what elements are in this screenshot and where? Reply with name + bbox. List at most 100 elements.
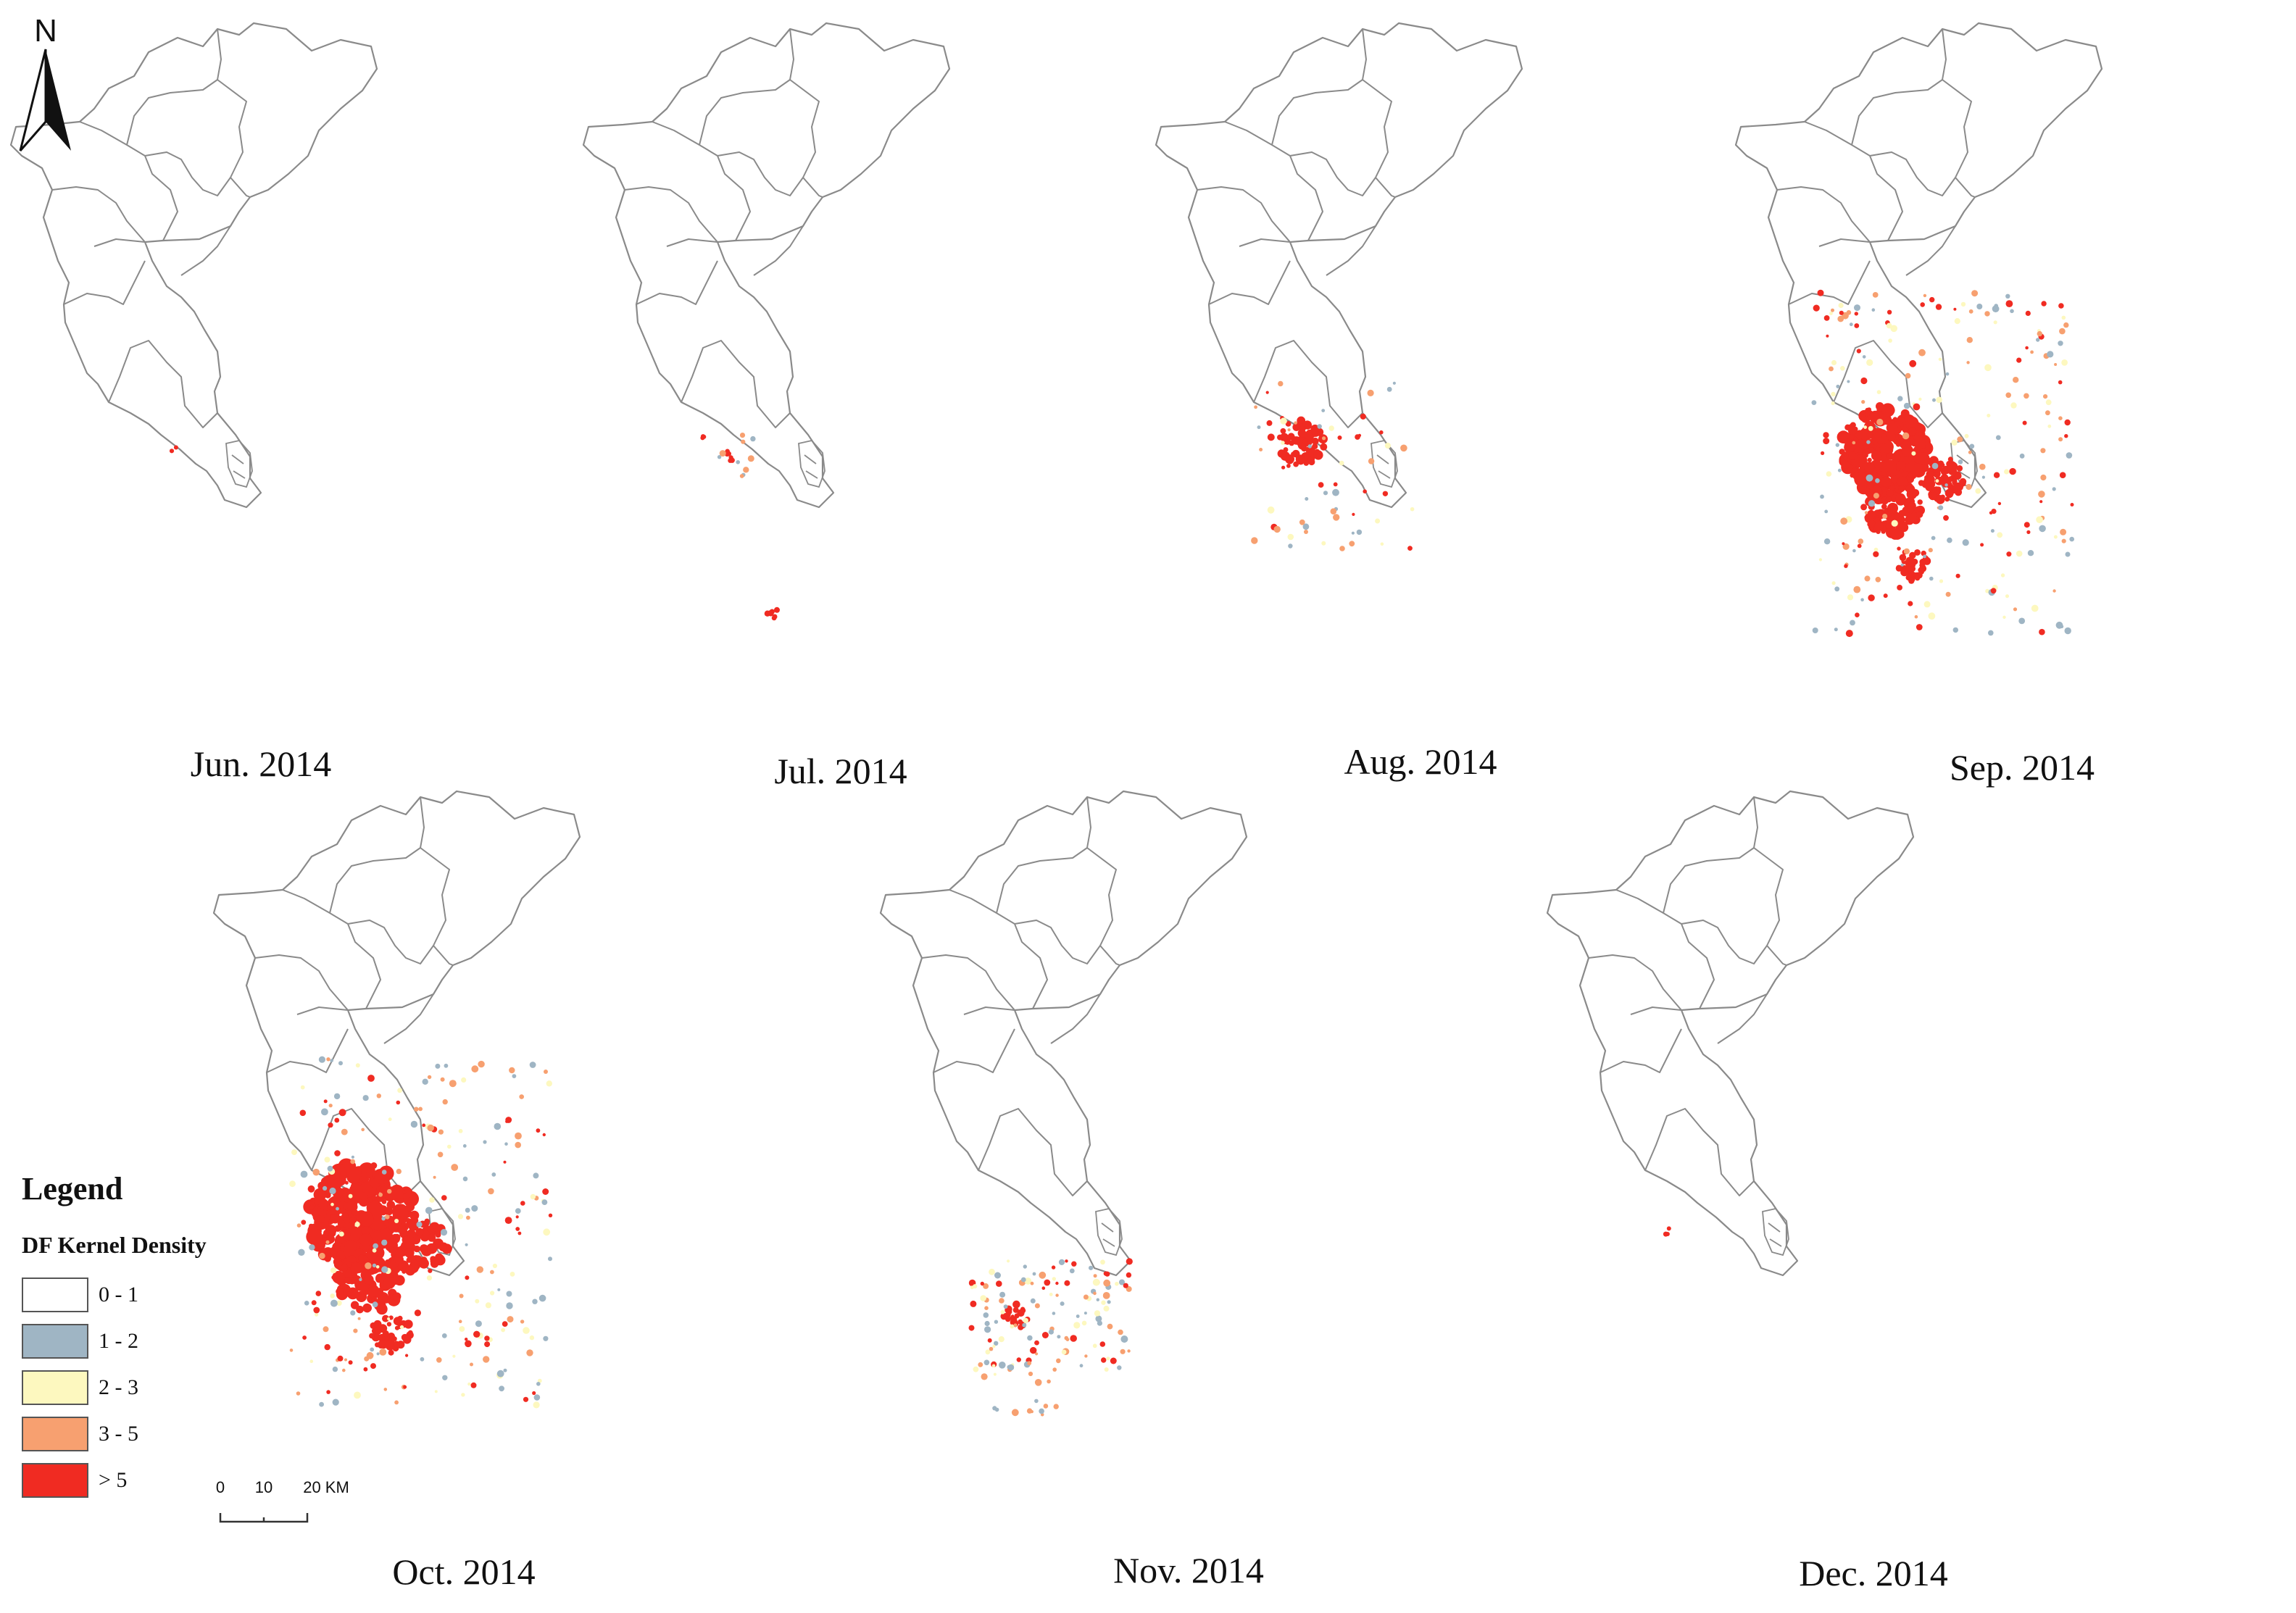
density-point: [330, 1059, 333, 1062]
density-point: [2043, 394, 2048, 399]
density-point: [1027, 1335, 1033, 1341]
density-patch: [1867, 457, 1872, 462]
density-point: [515, 1215, 519, 1219]
density-patch: [1885, 496, 1892, 503]
density-patch: [1959, 478, 1967, 485]
density-patch: [1921, 550, 1926, 557]
density-point: [1821, 451, 1825, 456]
density-point: [2058, 437, 2063, 442]
density-point: [519, 1094, 524, 1099]
density-patch: [404, 1248, 415, 1258]
density-point: [1897, 585, 1902, 591]
density-point: [1987, 414, 1991, 417]
density-point: [403, 1385, 407, 1389]
density-point: [466, 1215, 470, 1220]
density-patch: [1929, 492, 1937, 501]
density-point: [1064, 1280, 1070, 1286]
density-point: [1107, 1300, 1111, 1304]
density-patch: [438, 1243, 447, 1251]
density-point: [387, 1317, 391, 1320]
density-patch: [424, 1218, 430, 1225]
legend-item: 1 - 2: [22, 1318, 326, 1364]
density-point: [1945, 372, 1950, 376]
map-panel-nov: [879, 790, 1248, 1417]
density-point: [1850, 620, 1855, 626]
density-point: [548, 1213, 553, 1217]
density-point: [457, 1214, 464, 1220]
density-point: [1872, 292, 1879, 298]
density-point: [1918, 349, 1926, 357]
density-point: [1823, 438, 1830, 445]
density-point: [504, 1217, 512, 1224]
density-point: [532, 1391, 536, 1396]
density-patch: [404, 1241, 415, 1251]
density-point: [365, 1262, 372, 1270]
density-point: [2041, 301, 2047, 307]
density-patch: [1922, 465, 1929, 472]
density-patch: [396, 1276, 402, 1281]
density-point: [1831, 359, 1837, 366]
density-patch: [169, 449, 175, 454]
density-point: [327, 1165, 333, 1172]
density-point: [1928, 548, 1933, 553]
scale-tick-label: 10: [254, 1478, 273, 1496]
density-point: [1092, 1343, 1097, 1349]
density-patch: [360, 1290, 366, 1296]
density-point: [1908, 601, 1913, 607]
density-point: [1840, 366, 1845, 371]
density-point: [383, 1388, 388, 1391]
density-point: [2061, 359, 2068, 366]
density-point: [337, 1355, 344, 1362]
density-patch: [1934, 476, 1944, 485]
density-patch: [1891, 453, 1900, 462]
legend-item: 0 - 1: [22, 1272, 326, 1318]
density-point: [1041, 1286, 1046, 1290]
density-patch: [1892, 528, 1903, 540]
density-patch: [1898, 509, 1906, 517]
density-point: [1980, 543, 1984, 547]
density-point: [440, 1077, 445, 1082]
density-point: [1357, 433, 1362, 438]
density-patch: [419, 1259, 429, 1269]
density-point: [546, 1080, 552, 1087]
density-patch: [1874, 522, 1884, 531]
density-patch: [388, 1246, 395, 1254]
density-point: [1118, 1329, 1123, 1335]
density-patch: [1012, 1306, 1019, 1313]
density-point: [289, 1349, 294, 1352]
density-point: [441, 1195, 447, 1201]
density-point: [1333, 482, 1338, 487]
density-point: [1854, 323, 1860, 328]
density-point: [1035, 1352, 1039, 1356]
density-point: [381, 1217, 386, 1221]
density-point: [485, 1302, 491, 1309]
density-patch: [1901, 444, 1914, 457]
density-patch: [407, 1229, 416, 1238]
density-point: [348, 1360, 353, 1365]
density-point: [381, 1239, 388, 1246]
density-point: [1127, 1349, 1131, 1353]
density-point: [376, 1093, 381, 1099]
density-point: [2005, 594, 2009, 599]
density-point: [1321, 541, 1326, 546]
density-point: [1923, 293, 1927, 298]
density-patch: [371, 1195, 377, 1201]
density-point: [461, 1393, 465, 1397]
density-patch: [405, 1265, 415, 1276]
density-point: [1888, 338, 1892, 343]
density-point: [1024, 1278, 1032, 1285]
density-point: [302, 1335, 307, 1340]
density-point: [318, 1056, 325, 1063]
density-point: [1055, 1293, 1059, 1297]
density-point: [1107, 1323, 1113, 1330]
density-point: [983, 1359, 990, 1366]
density-point: [520, 1201, 525, 1206]
density-point: [999, 1291, 1006, 1298]
density-point: [2065, 551, 2071, 557]
density-point: [2059, 328, 2066, 335]
density-point: [2023, 393, 2029, 399]
density-point: [1868, 594, 1875, 601]
density-patch: [1896, 460, 1906, 471]
density-point: [307, 1185, 315, 1193]
density-point: [348, 1193, 353, 1199]
